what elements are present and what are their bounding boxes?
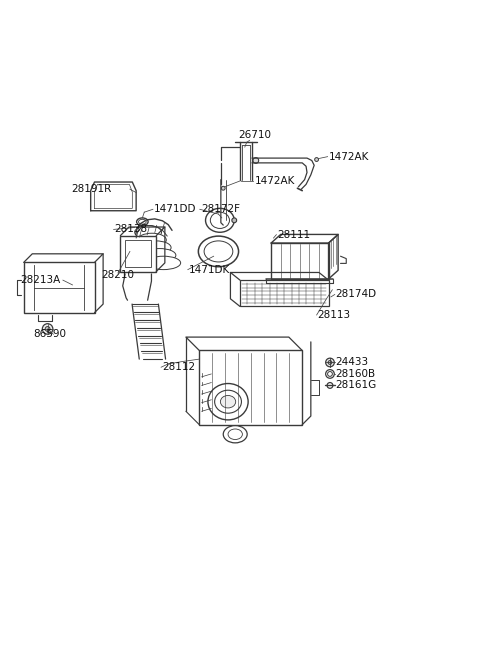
Circle shape [42,323,53,334]
Circle shape [221,186,225,190]
Circle shape [328,361,332,364]
Circle shape [315,157,319,161]
Circle shape [253,157,259,163]
Bar [24,262,95,313]
Bar [120,236,156,272]
Ellipse shape [141,241,171,255]
Circle shape [325,369,334,379]
Text: 86590: 86590 [33,329,66,339]
Ellipse shape [215,390,241,413]
Circle shape [45,327,50,331]
Text: 1472AK: 1472AK [328,152,369,161]
Text: 24433: 24433 [336,358,369,367]
Ellipse shape [204,241,233,262]
Text: 28112: 28112 [162,362,195,372]
Text: 1471DK: 1471DK [189,264,230,275]
Ellipse shape [210,212,229,228]
Ellipse shape [139,219,146,224]
Text: 28191R: 28191R [72,184,112,194]
Text: 26710: 26710 [238,130,271,140]
Ellipse shape [146,256,180,270]
Text: 28111: 28111 [277,230,311,239]
Text: 28138: 28138 [115,224,148,234]
Ellipse shape [138,234,166,247]
Circle shape [219,221,227,229]
Ellipse shape [220,396,236,408]
Ellipse shape [137,218,148,226]
Ellipse shape [223,426,247,443]
Circle shape [327,371,332,377]
Circle shape [325,358,334,367]
Circle shape [327,382,333,388]
Ellipse shape [228,429,242,440]
Text: 28210: 28210 [101,270,134,280]
Text: 1471DD: 1471DD [154,204,196,215]
Ellipse shape [144,249,176,262]
Text: 28174D: 28174D [336,289,377,300]
Ellipse shape [135,226,161,239]
Bar [240,280,328,306]
Ellipse shape [208,384,248,420]
Text: 28213A: 28213A [20,275,60,285]
Text: 28172F: 28172F [201,204,240,215]
Ellipse shape [205,209,234,232]
Circle shape [232,218,237,222]
Text: 28113: 28113 [318,310,351,320]
Text: 28161G: 28161G [336,380,377,390]
Bar [125,240,152,267]
Ellipse shape [198,236,239,267]
Text: 28160B: 28160B [336,369,376,379]
Bar [199,350,302,424]
Text: 1472AK: 1472AK [254,176,295,186]
